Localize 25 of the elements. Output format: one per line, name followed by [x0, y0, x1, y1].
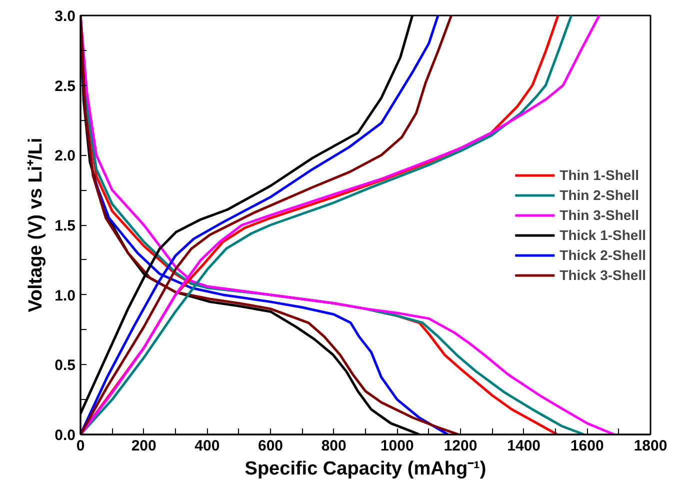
- legend-label: Thin 2-Shell: [560, 186, 639, 202]
- y-tick-label: 2.5: [54, 78, 76, 95]
- x-tick-label: 1200: [444, 438, 478, 454]
- y-tick-label: 2.0: [54, 148, 76, 165]
- legend-label: Thin 1-Shell: [560, 166, 639, 182]
- legend-label: Thick 2-Shell: [560, 246, 646, 262]
- legend-label: Thick 1-Shell: [560, 226, 646, 242]
- x-axis-title: Specific Capacity (mAhg⁻¹): [244, 458, 486, 480]
- y-tick-label: 1.0: [54, 287, 76, 304]
- x-tick-label: 1800: [634, 438, 668, 454]
- y-tick-label: 0.5: [54, 357, 76, 374]
- y-tick-label: 0.0: [54, 427, 76, 444]
- x-tick-label: 1000: [380, 438, 414, 454]
- y-tick-label: 3.0: [54, 8, 76, 25]
- x-tick-label: 1400: [507, 438, 541, 454]
- x-tick-label: 400: [194, 438, 220, 454]
- x-tick-label: 1600: [570, 438, 604, 454]
- y-axis-title: Voltage (V) vs Li⁺/Li: [26, 138, 47, 312]
- x-tick-label: 0: [76, 438, 85, 454]
- x-tick-label: 600: [258, 438, 284, 454]
- x-tick-label: 200: [131, 438, 156, 454]
- legend-label: Thin 3-Shell: [560, 206, 639, 222]
- x-tick-label: 800: [321, 438, 346, 454]
- y-tick-label: 1.5: [54, 218, 76, 234]
- legend-label: Thick 3-Shell: [560, 266, 646, 282]
